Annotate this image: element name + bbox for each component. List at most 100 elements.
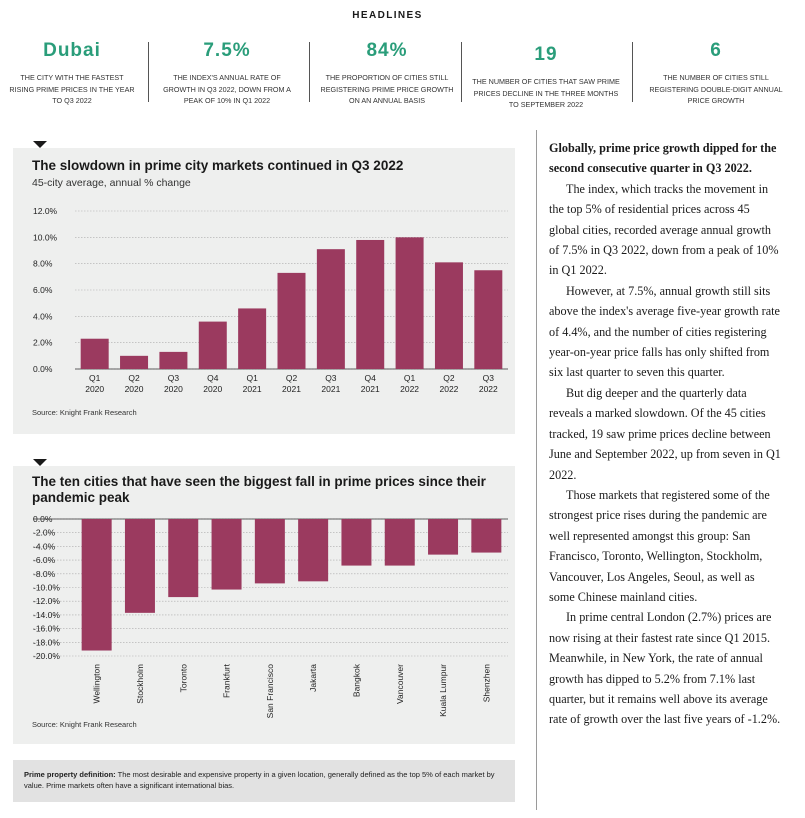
- stat-double-digit: 6 THE NUMBER OF CITIES STILL REGISTERING…: [642, 40, 790, 107]
- x-tick-label: 2020: [164, 384, 183, 394]
- x-tick-label: Q4: [365, 373, 377, 383]
- y-tick-label: -2.0%: [33, 528, 56, 538]
- definition-label: Prime property definition:: [24, 770, 116, 779]
- bar: [428, 519, 459, 555]
- bar: [124, 519, 155, 613]
- x-tick-label: 2022: [400, 384, 419, 394]
- bar: [474, 270, 503, 369]
- bar: [238, 308, 267, 369]
- stat-divider: [632, 42, 633, 102]
- article-paragraph: But dig deeper and the quarterly data re…: [549, 385, 781, 482]
- x-tick-label: Q2: [286, 373, 298, 383]
- y-tick-label: -14.0%: [33, 610, 60, 620]
- bar: [81, 519, 112, 651]
- bar: [254, 519, 285, 584]
- y-tick-label: 0.0%: [33, 364, 53, 374]
- bar: [356, 239, 385, 369]
- x-tick-label: Q3: [325, 373, 337, 383]
- article-paragraph: The index, which tracks the movement in …: [549, 181, 779, 278]
- stat-index-growth: 7.5% THE INDEX'S ANNUAL RATE OF GROWTH I…: [160, 40, 294, 107]
- chart-city-falls: 0.0%-2.0%-4.0%-6.0%-8.0%-10.0%-12.0%-14.…: [33, 514, 508, 719]
- definition-text: The most desirable and expensive propert…: [24, 770, 495, 790]
- stat-value: 84%: [366, 40, 408, 61]
- x-tick-label: Stockholm: [135, 664, 145, 704]
- stat-description: THE CITY WITH THE FASTEST RISING PRIME P…: [9, 73, 135, 105]
- x-tick-label: Kuala Lumpur: [438, 664, 448, 717]
- x-tick-label: 2020: [85, 384, 104, 394]
- x-tick-label: Q4: [207, 373, 219, 383]
- article-paragraph: Those markets that registered some of th…: [549, 487, 770, 604]
- x-tick-label: Q3: [168, 373, 180, 383]
- chart-subtitle: 45-city average, annual % change: [32, 177, 191, 189]
- x-tick-label: 2020: [125, 384, 144, 394]
- y-tick-label: 8.0%: [33, 259, 53, 269]
- stat-divider: [148, 42, 149, 102]
- chart-title: The ten cities that have seen the bigges…: [32, 474, 486, 505]
- article-text: Globally, prime price growth dipped for …: [549, 138, 781, 730]
- x-tick-label: 2021: [282, 384, 301, 394]
- stat-value: Dubai: [43, 40, 101, 61]
- stat-declining-cities: 19 THE NUMBER OF CITIES THAT SAW PRIME P…: [472, 44, 620, 111]
- stat-description: THE PROPORTION OF CITIES STILL REGISTERI…: [320, 73, 454, 105]
- bar: [168, 519, 199, 598]
- chart-source: Source: Knight Frank Research: [32, 720, 137, 729]
- stat-value: 19: [534, 44, 558, 65]
- x-tick-label: Q1: [246, 373, 258, 383]
- chart-slowdown: 0.0%2.0%4.0%6.0%8.0%10.0%12.0%Q12020Q220…: [33, 206, 508, 394]
- x-tick-label: 2022: [439, 384, 458, 394]
- chart-source: Source: Knight Frank Research: [32, 408, 137, 417]
- y-tick-label: 12.0%: [33, 206, 58, 216]
- x-tick-label: 2020: [203, 384, 222, 394]
- stat-dubai: Dubai THE CITY WITH THE FASTEST RISING P…: [8, 40, 136, 107]
- x-tick-label: Shenzhen: [481, 664, 491, 703]
- x-tick-label: Q1: [89, 373, 101, 383]
- bar: [159, 351, 188, 369]
- stat-description: THE NUMBER OF CITIES THAT SAW PRIME PRIC…: [472, 77, 620, 109]
- x-tick-label: Q3: [483, 373, 495, 383]
- x-tick-label: Toronto: [178, 664, 188, 693]
- y-tick-label: -12.0%: [33, 596, 60, 606]
- definition-box: Prime property definition: The most desi…: [13, 760, 515, 802]
- stat-proportion: 84% THE PROPORTION OF CITIES STILL REGIS…: [318, 40, 456, 107]
- chart-title: The slowdown in prime city markets conti…: [32, 158, 404, 173]
- x-tick-label: 2022: [479, 384, 498, 394]
- bar: [120, 355, 149, 369]
- y-tick-label: 10.0%: [33, 232, 58, 242]
- y-tick-label: 4.0%: [33, 311, 53, 321]
- y-tick-label: -10.0%: [33, 583, 60, 593]
- bar: [434, 262, 463, 369]
- y-tick-label: -20.0%: [33, 651, 60, 661]
- x-tick-label: Q2: [443, 373, 455, 383]
- x-tick-label: Jakarta: [308, 664, 318, 692]
- stat-description: THE NUMBER OF CITIES STILL REGISTERING D…: [649, 73, 783, 105]
- x-tick-label: 2021: [243, 384, 262, 394]
- y-tick-label: 6.0%: [33, 285, 53, 295]
- bar: [277, 272, 306, 369]
- bar: [80, 338, 109, 369]
- x-tick-label: Wellington: [92, 664, 102, 704]
- bar: [298, 519, 329, 582]
- bar: [395, 237, 424, 369]
- headlines-title: HEADLINES: [352, 10, 423, 21]
- article-lead: Globally, prime price growth dipped for …: [549, 141, 777, 176]
- x-tick-label: Vancouver: [395, 664, 405, 704]
- bar: [198, 321, 227, 369]
- x-tick-label: San Francisco: [265, 664, 275, 719]
- section-marker-icon: [33, 141, 47, 148]
- column-divider: [536, 130, 537, 810]
- y-tick-label: -6.0%: [33, 555, 56, 565]
- x-tick-label: Q2: [128, 373, 140, 383]
- chart-panel-slowdown: The slowdown in prime city markets conti…: [13, 148, 515, 434]
- stat-value: 7.5%: [203, 40, 251, 61]
- article-paragraph: However, at 7.5%, annual growth still si…: [549, 283, 780, 380]
- section-marker-icon: [33, 459, 47, 466]
- y-tick-label: -18.0%: [33, 637, 60, 647]
- x-tick-label: Bangkok: [351, 663, 361, 697]
- stat-divider: [461, 42, 462, 102]
- bar: [341, 519, 372, 566]
- x-tick-label: Q1: [404, 373, 416, 383]
- stat-divider: [309, 42, 310, 102]
- x-tick-label: Frankfurt: [222, 663, 232, 698]
- article-paragraph: In prime central London (2.7%) prices ar…: [549, 610, 781, 727]
- stat-description: THE INDEX'S ANNUAL RATE OF GROWTH IN Q3 …: [163, 73, 291, 105]
